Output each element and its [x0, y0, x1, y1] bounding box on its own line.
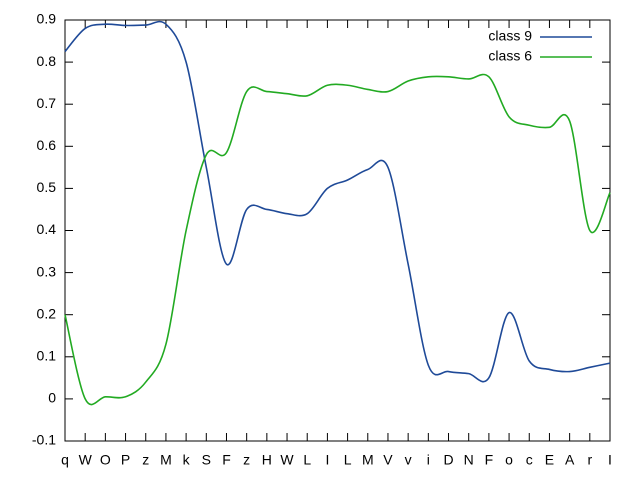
x-tick-label: V [383, 452, 393, 468]
x-tick-label: I [325, 452, 329, 468]
y-tick-label: 0.9 [37, 11, 57, 27]
y-tick-label: -0.1 [32, 432, 56, 448]
x-tick-label: O [100, 452, 111, 468]
x-tick-label: r [587, 452, 592, 468]
x-tick-label: z [243, 452, 250, 468]
x-tick-label: q [61, 452, 69, 468]
x-tick-label: A [565, 452, 575, 468]
x-tick-label: W [79, 452, 93, 468]
x-tick-label: L [344, 452, 352, 468]
x-tick-label: M [160, 452, 172, 468]
y-tick-label: 0 [48, 390, 56, 406]
y-tick-label: 0.5 [37, 179, 57, 195]
x-tick-label: E [545, 452, 554, 468]
x-tick-label: v [405, 452, 412, 468]
x-tick-label: S [202, 452, 211, 468]
x-tick-label: z [142, 452, 149, 468]
plot-frame [64, 19, 611, 442]
x-tick-label: L [303, 452, 311, 468]
series-line [64, 20, 611, 383]
x-tick-label: P [121, 452, 130, 468]
y-tick-label: 0.2 [37, 305, 57, 321]
series-line [64, 73, 611, 406]
x-tick-label: k [183, 452, 191, 468]
x-tick-label: D [443, 452, 453, 468]
y-tick-label: 0.7 [37, 95, 57, 111]
legend-label: class 6 [488, 48, 532, 64]
y-tick-label: 0.3 [37, 263, 57, 279]
x-tick-label: F [485, 452, 494, 468]
y-tick-label: 0.4 [37, 221, 57, 237]
x-tick-label: c [526, 452, 533, 468]
x-tick-label: M [362, 452, 374, 468]
x-tick-label: o [505, 452, 513, 468]
x-tick-label: N [464, 452, 474, 468]
x-tick-label: H [262, 452, 272, 468]
x-tick-label: i [427, 452, 430, 468]
y-tick-label: 0.6 [37, 137, 57, 153]
legend-label: class 9 [488, 28, 532, 44]
x-tick-label: I [608, 452, 612, 468]
x-tick-label: F [222, 452, 231, 468]
y-tick-label: 0.1 [37, 348, 57, 364]
x-tick-label: W [280, 452, 294, 468]
y-tick-label: 0.8 [37, 53, 57, 69]
